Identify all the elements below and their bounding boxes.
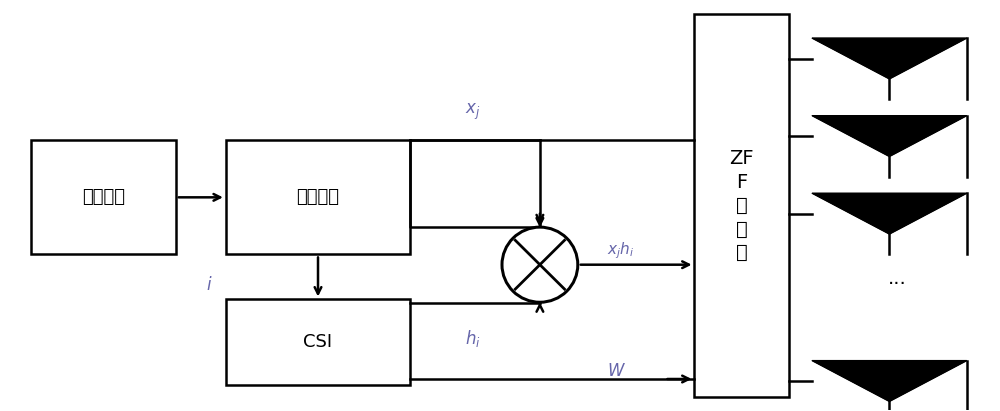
Polygon shape [812,193,967,234]
Bar [694,14,789,397]
Bar [31,140,176,254]
Bar [226,299,410,385]
Text: 空间调制: 空间调制 [297,188,340,206]
Ellipse shape [502,227,578,302]
Text: ...: ... [888,270,906,289]
Polygon shape [812,360,967,402]
Text: $x_j$: $x_j$ [465,102,481,122]
Text: $i$: $i$ [206,276,212,294]
Text: CSI: CSI [303,333,333,351]
Text: $x_jh_i$: $x_jh_i$ [607,240,634,261]
Text: ZF
F
预
编
码: ZF F 预 编 码 [730,149,754,262]
Polygon shape [812,115,967,157]
Polygon shape [812,38,967,79]
Bar [226,140,410,254]
Text: $W$: $W$ [607,362,626,380]
Text: 比特数据: 比特数据 [82,188,125,206]
Text: $h_i$: $h_i$ [465,328,481,349]
